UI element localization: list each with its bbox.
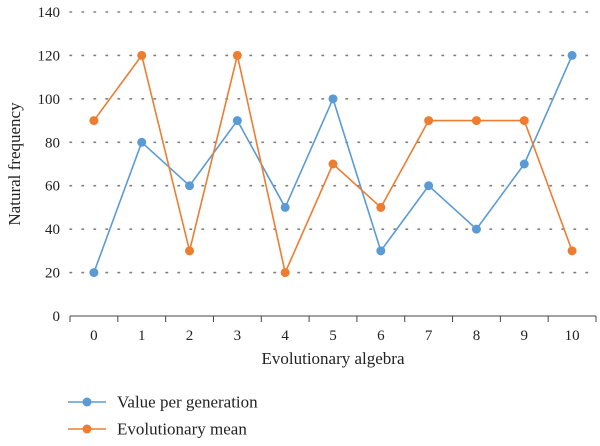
data-point [471,116,481,126]
x-tick-label: 5 [329,328,337,344]
y-tick-label: 80 [45,135,60,151]
x-tick-label: 6 [377,328,385,344]
data-point [185,181,195,191]
data-point [376,246,386,256]
data-point [471,224,481,234]
gridlines [69,11,597,274]
x-tick-label: 0 [90,328,98,344]
x-tick-label: 7 [425,328,433,344]
x-tick-label: 8 [473,328,481,344]
data-point [232,116,242,126]
data-point [185,246,195,256]
data-point [89,268,99,278]
legend-marker [82,424,92,434]
data-point [376,202,386,212]
data-point [137,137,147,147]
y-tick-label: 60 [45,179,60,195]
data-point [424,116,434,126]
series-2 [89,50,577,278]
x-tick-label: 4 [281,328,289,344]
series-lines [89,50,577,278]
data-point [519,116,529,126]
legend-item: Value per generation [68,393,258,412]
y-tick-label: 40 [45,222,60,238]
x-tick-label: 2 [186,328,194,344]
legend-label: Evolutionary mean [117,420,247,439]
x-tick-label: 1 [138,328,146,344]
x-axis-title: Evolutionary algebra [261,349,404,368]
axes: 0 20 40 60 80 100 120 140 0 1 2 3 4 5 6 7 8 9 10 [38,5,597,344]
y-tick-label: 0 [53,309,61,325]
series-1 [89,50,577,278]
data-point [519,159,529,169]
x-tick-label: 9 [521,328,529,344]
legend-label: Value per generation [117,393,258,412]
x-tick-label: 10 [565,328,580,344]
legend-marker [82,397,92,407]
data-point [328,94,338,104]
data-point [328,159,338,169]
data-point [424,181,434,191]
data-point [567,246,577,256]
y-tick-label: 120 [38,48,61,64]
y-axis-title: Natural frequency [5,102,24,226]
data-point [137,50,147,60]
legend-item: Evolutionary mean [68,420,247,439]
data-point [567,50,577,60]
data-point [280,268,290,278]
axis-titles: Evolutionary algebra Natural frequency [5,102,405,368]
data-point [232,50,242,60]
x-tick-label: 3 [234,328,242,344]
data-point [89,116,99,126]
y-tick-label: 100 [38,92,61,108]
legend: Value per generation Evolutionary mean [68,393,258,439]
data-point [280,202,290,212]
y-tick-label: 20 [45,266,60,282]
y-tick-label: 140 [38,5,61,21]
